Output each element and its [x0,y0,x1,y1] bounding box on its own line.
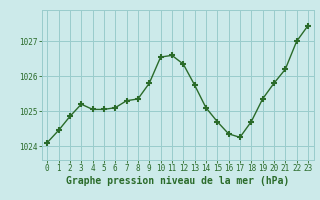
X-axis label: Graphe pression niveau de la mer (hPa): Graphe pression niveau de la mer (hPa) [66,176,289,186]
